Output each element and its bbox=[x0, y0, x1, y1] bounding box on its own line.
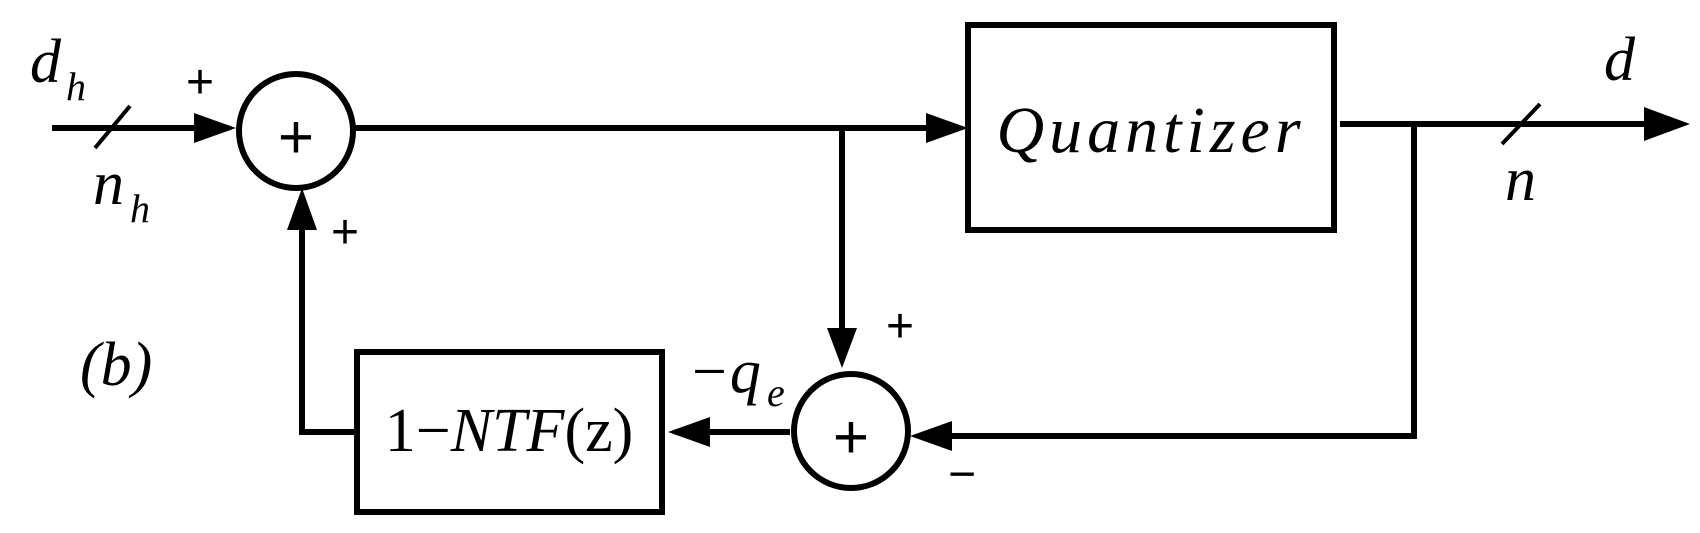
input-signal-subscript: h bbox=[66, 64, 86, 109]
output-minus-sign: − bbox=[948, 448, 976, 501]
feedback-plus-sign: + bbox=[331, 206, 359, 259]
filter-block bbox=[354, 349, 665, 515]
output-signal-label: d bbox=[1604, 26, 1636, 94]
input-width-label: n bbox=[93, 150, 124, 218]
error-signal-subscript: e bbox=[767, 370, 785, 415]
error-signal-label: −q bbox=[688, 338, 761, 406]
quantizer-input-arrowhead bbox=[926, 113, 968, 143]
filter-output-arrowhead bbox=[668, 417, 710, 447]
input-arrowhead bbox=[194, 113, 236, 143]
quantizer-block bbox=[965, 22, 1337, 233]
input-width-subscript: h bbox=[130, 186, 150, 231]
summer2-top-arrowhead bbox=[827, 328, 857, 368]
output-width-label: n bbox=[1505, 146, 1536, 214]
summer1-bottom-arrowhead bbox=[287, 188, 317, 230]
summer2-right-arrowhead bbox=[910, 421, 952, 451]
input-bus-slash bbox=[93, 104, 132, 150]
input-summing-symbol: + bbox=[278, 103, 314, 172]
output-bus-slash bbox=[1500, 102, 1542, 146]
input-signal-label: d bbox=[30, 28, 62, 96]
filter-label-arg: (z) bbox=[564, 397, 633, 465]
error-summing-junction bbox=[791, 371, 911, 491]
filter-feedback-wire bbox=[299, 228, 362, 435]
input-summing-junction bbox=[236, 71, 356, 191]
output-arrowhead bbox=[1644, 107, 1690, 141]
filter-label: 1−NTF(z) bbox=[385, 397, 634, 465]
error-summing-symbol: + bbox=[833, 403, 869, 472]
branch-plus-sign: + bbox=[886, 300, 914, 353]
input-plus-sign: + bbox=[186, 56, 214, 109]
filter-label-prefix: 1− bbox=[385, 397, 451, 465]
filter-label-name: NTF bbox=[450, 397, 566, 465]
panel-label: (b) bbox=[80, 331, 152, 399]
quantizer-label: Quantizer bbox=[997, 94, 1306, 167]
